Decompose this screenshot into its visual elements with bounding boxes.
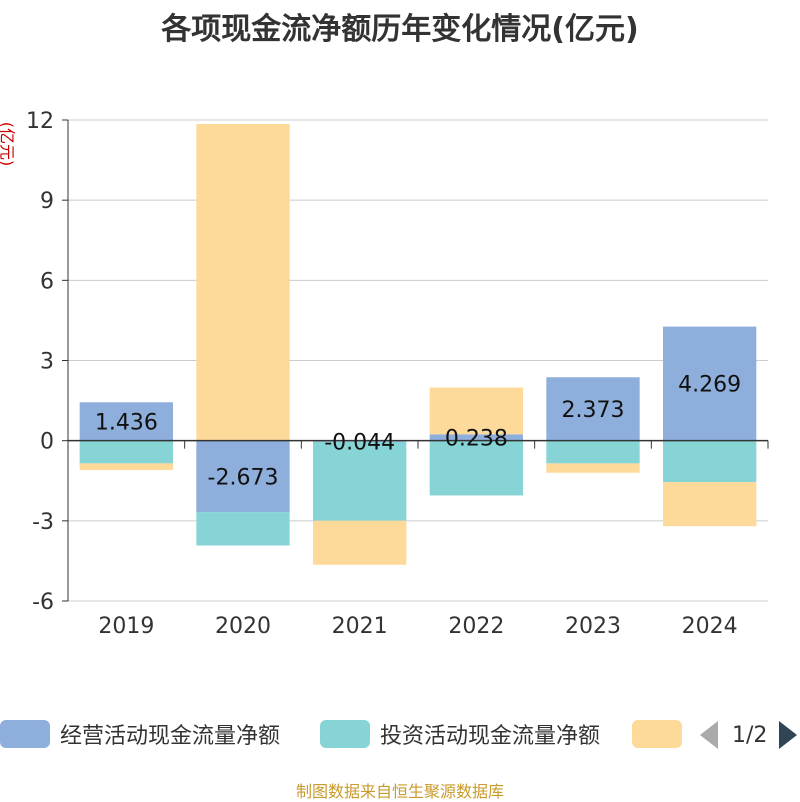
bar-financing-2021: [313, 520, 407, 565]
chart-canvas: -6 -3 0 3 6 9 12 1.436 -2.673 -0.044 0.238 2.373 4.2…: [26, 109, 769, 639]
legend-label-operating: 经营活动现金流量净额: [60, 724, 281, 749]
legend-swatch-operating: [0, 720, 50, 748]
y-tick-label: -6: [32, 590, 54, 615]
legend-next-page-icon[interactable]: [779, 721, 798, 749]
y-tick-label: 12: [26, 109, 54, 134]
data-label-operating-2019: 1.436: [95, 410, 158, 435]
data-label-operating-2023: 2.373: [562, 398, 625, 423]
legend-page-indicator: 1/2: [732, 722, 768, 748]
legend-pager: 1/2: [700, 718, 798, 752]
bar-financing-2022: [429, 387, 523, 435]
bar-operating-2019: [79, 402, 173, 441]
x-tick-label: 2024: [682, 614, 738, 639]
legend-prev-page-icon[interactable]: [700, 721, 718, 749]
data-source-note: 制图数据来自恒生聚源数据库: [295, 782, 504, 801]
x-tick-label: 2022: [448, 614, 504, 639]
legend-item-investing[interactable]: 投资活动现金流量净额: [320, 716, 600, 752]
legend-swatch-investing: [320, 720, 370, 748]
bar-investing-2022: [429, 440, 523, 496]
chart-title: 各项现金流净额历年变化情况(亿元): [161, 12, 639, 47]
y-tick-label: 3: [40, 350, 54, 375]
y-tick-label: 6: [40, 269, 54, 294]
x-tick-label: 2020: [215, 614, 271, 639]
data-label-operating-2024: 4.269: [678, 373, 741, 398]
bar-investing-2021: [313, 441, 407, 521]
legend-item-operating[interactable]: 经营活动现金流量净额: [0, 716, 280, 752]
data-label-operating-2020: -2.673: [208, 465, 279, 490]
bar-operating-2023: [546, 377, 640, 441]
legend-label-investing: 投资活动现金流量净额: [380, 724, 601, 749]
x-tick-label: 2019: [98, 614, 154, 639]
legend-item-financing[interactable]: [632, 716, 682, 752]
x-tick-label: 2021: [332, 614, 388, 639]
bar-investing-2023: [546, 440, 640, 464]
bar-operating-2024: [663, 326, 757, 441]
bar-financing-2019: [79, 463, 173, 471]
data-label-operating-2022: 0.238: [445, 426, 508, 451]
legend: 经营活动现金流量净额 投资活动现金流量净额: [0, 716, 800, 756]
bar-investing-2020: [196, 512, 290, 546]
x-tick-label: 2023: [565, 614, 621, 639]
bar-operating-2020: [196, 440, 290, 513]
y-tick-label: -3: [32, 510, 54, 535]
bar-financing-2024: [663, 482, 757, 527]
bar-financing-2020: [196, 124, 290, 441]
data-label-operating-2021: -0.044: [324, 430, 395, 455]
legend-swatch-financing: [632, 720, 682, 748]
bar-investing-2024: [663, 440, 757, 483]
y-tick-label: 0: [40, 430, 54, 455]
bar-investing-2019: [79, 440, 173, 464]
y-tick-label: 9: [40, 189, 54, 214]
bar-financing-2023: [546, 463, 640, 473]
bar-operating-2022: [429, 434, 523, 441]
